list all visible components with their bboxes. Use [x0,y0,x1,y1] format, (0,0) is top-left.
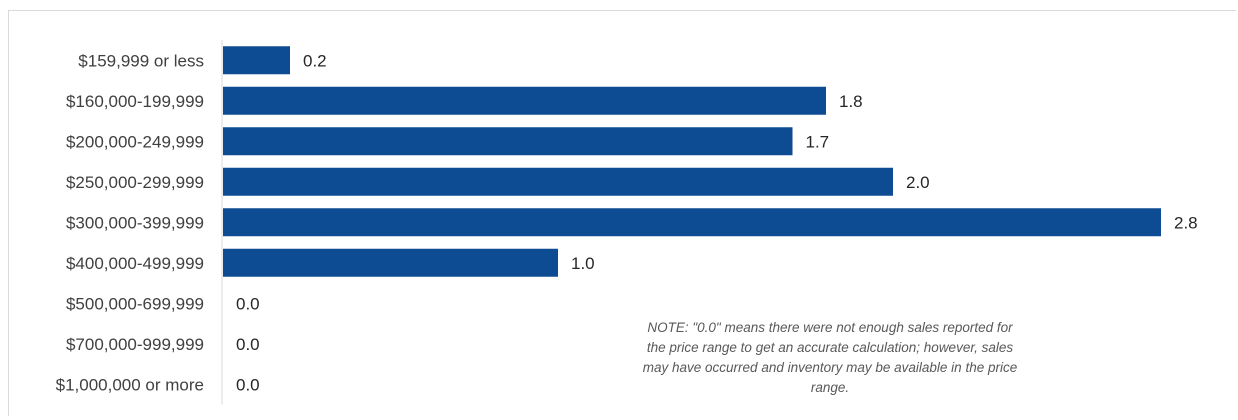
category-label: $160,000-199,999 [66,92,204,111]
category-label: $200,000-249,999 [66,132,204,151]
category-label: $250,000-299,999 [66,173,204,192]
data-label: 0.2 [303,51,327,70]
data-label: 0.0 [236,335,260,354]
data-label: 1.0 [571,254,595,273]
bar [223,248,558,277]
data-label: 1.8 [839,92,863,111]
bar [223,86,826,115]
data-label: 2.0 [906,173,930,192]
category-label: $1,000,000 or more [56,375,204,394]
bar [223,127,793,156]
category-label: $500,000-699,999 [66,294,204,313]
data-label: 1.7 [806,132,830,151]
data-label: 0.0 [236,375,260,394]
bar [223,208,1161,237]
chart-note: NOTE: "0.0" means there were not enough … [642,320,1018,395]
category-label: $300,000-399,999 [66,213,204,232]
bar [223,167,893,196]
category-label: $159,999 or less [78,51,204,70]
category-label: $700,000-999,999 [66,335,204,354]
data-label: 2.8 [1174,213,1198,232]
bar [223,46,290,75]
data-label: 0.0 [236,294,260,313]
chart-frame [8,10,1236,416]
category-label: $400,000-499,999 [66,254,204,273]
